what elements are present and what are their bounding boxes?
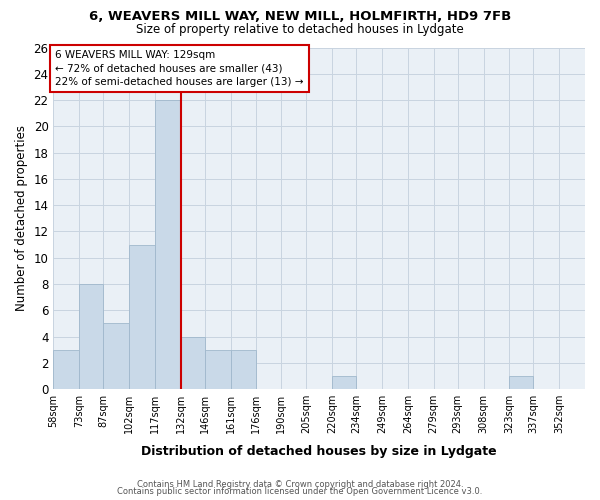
Bar	[509, 376, 533, 389]
Bar	[129, 244, 155, 389]
Y-axis label: Number of detached properties: Number of detached properties	[15, 126, 28, 312]
Text: Contains HM Land Registry data © Crown copyright and database right 2024.: Contains HM Land Registry data © Crown c…	[137, 480, 463, 489]
Bar	[103, 324, 129, 389]
Text: 6, WEAVERS MILL WAY, NEW MILL, HOLMFIRTH, HD9 7FB: 6, WEAVERS MILL WAY, NEW MILL, HOLMFIRTH…	[89, 10, 511, 23]
Text: 6 WEAVERS MILL WAY: 129sqm
← 72% of detached houses are smaller (43)
22% of semi: 6 WEAVERS MILL WAY: 129sqm ← 72% of deta…	[55, 50, 304, 86]
Bar	[53, 350, 79, 389]
Bar	[181, 336, 205, 389]
Bar	[332, 376, 356, 389]
Text: Contains public sector information licensed under the Open Government Licence v3: Contains public sector information licen…	[118, 487, 482, 496]
Bar	[79, 284, 103, 389]
Bar	[205, 350, 230, 389]
Bar	[155, 100, 181, 389]
X-axis label: Distribution of detached houses by size in Lydgate: Distribution of detached houses by size …	[142, 444, 497, 458]
Text: Size of property relative to detached houses in Lydgate: Size of property relative to detached ho…	[136, 22, 464, 36]
Bar	[230, 350, 256, 389]
